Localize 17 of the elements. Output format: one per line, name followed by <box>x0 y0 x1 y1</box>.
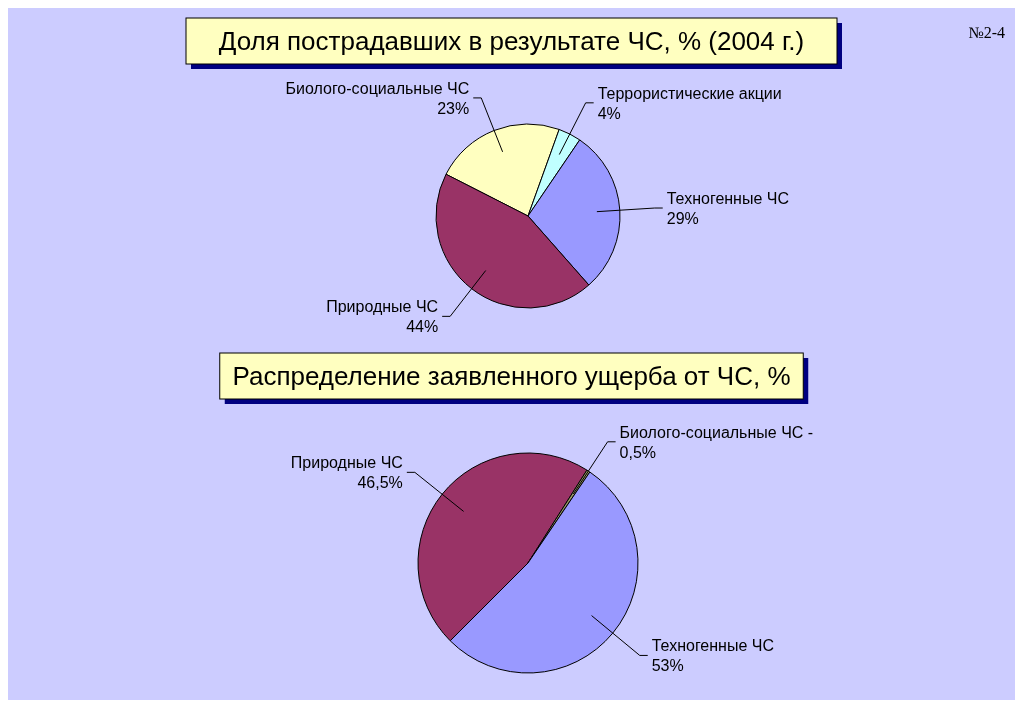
slice-label: Природные ЧС <box>290 454 403 472</box>
chart-title: Доля пострадавших в результате ЧС, % (2004 г.) <box>218 26 805 56</box>
slice-label: Техногенные ЧС <box>651 637 775 655</box>
data-label: 46,5% <box>357 474 403 492</box>
data-label: 4% <box>597 104 621 122</box>
slice-label: Террористические акции <box>597 84 782 102</box>
slice-label: Природные ЧС <box>326 298 439 316</box>
slice-label: Биолого-социальные ЧС - <box>619 423 814 441</box>
data-label: 0,5% <box>619 443 657 461</box>
data-label: 29% <box>666 210 699 228</box>
data-label: 23% <box>437 99 470 117</box>
slice-label: Техногенные ЧС <box>666 190 790 208</box>
data-label: 53% <box>651 657 684 675</box>
data-label: 44% <box>406 318 439 336</box>
slice-label: Биолого-социальные ЧС <box>285 79 470 97</box>
chart-title: Распределение заявленного ущерба от ЧС, % <box>232 361 791 391</box>
text: №2-4 <box>968 24 1005 41</box>
